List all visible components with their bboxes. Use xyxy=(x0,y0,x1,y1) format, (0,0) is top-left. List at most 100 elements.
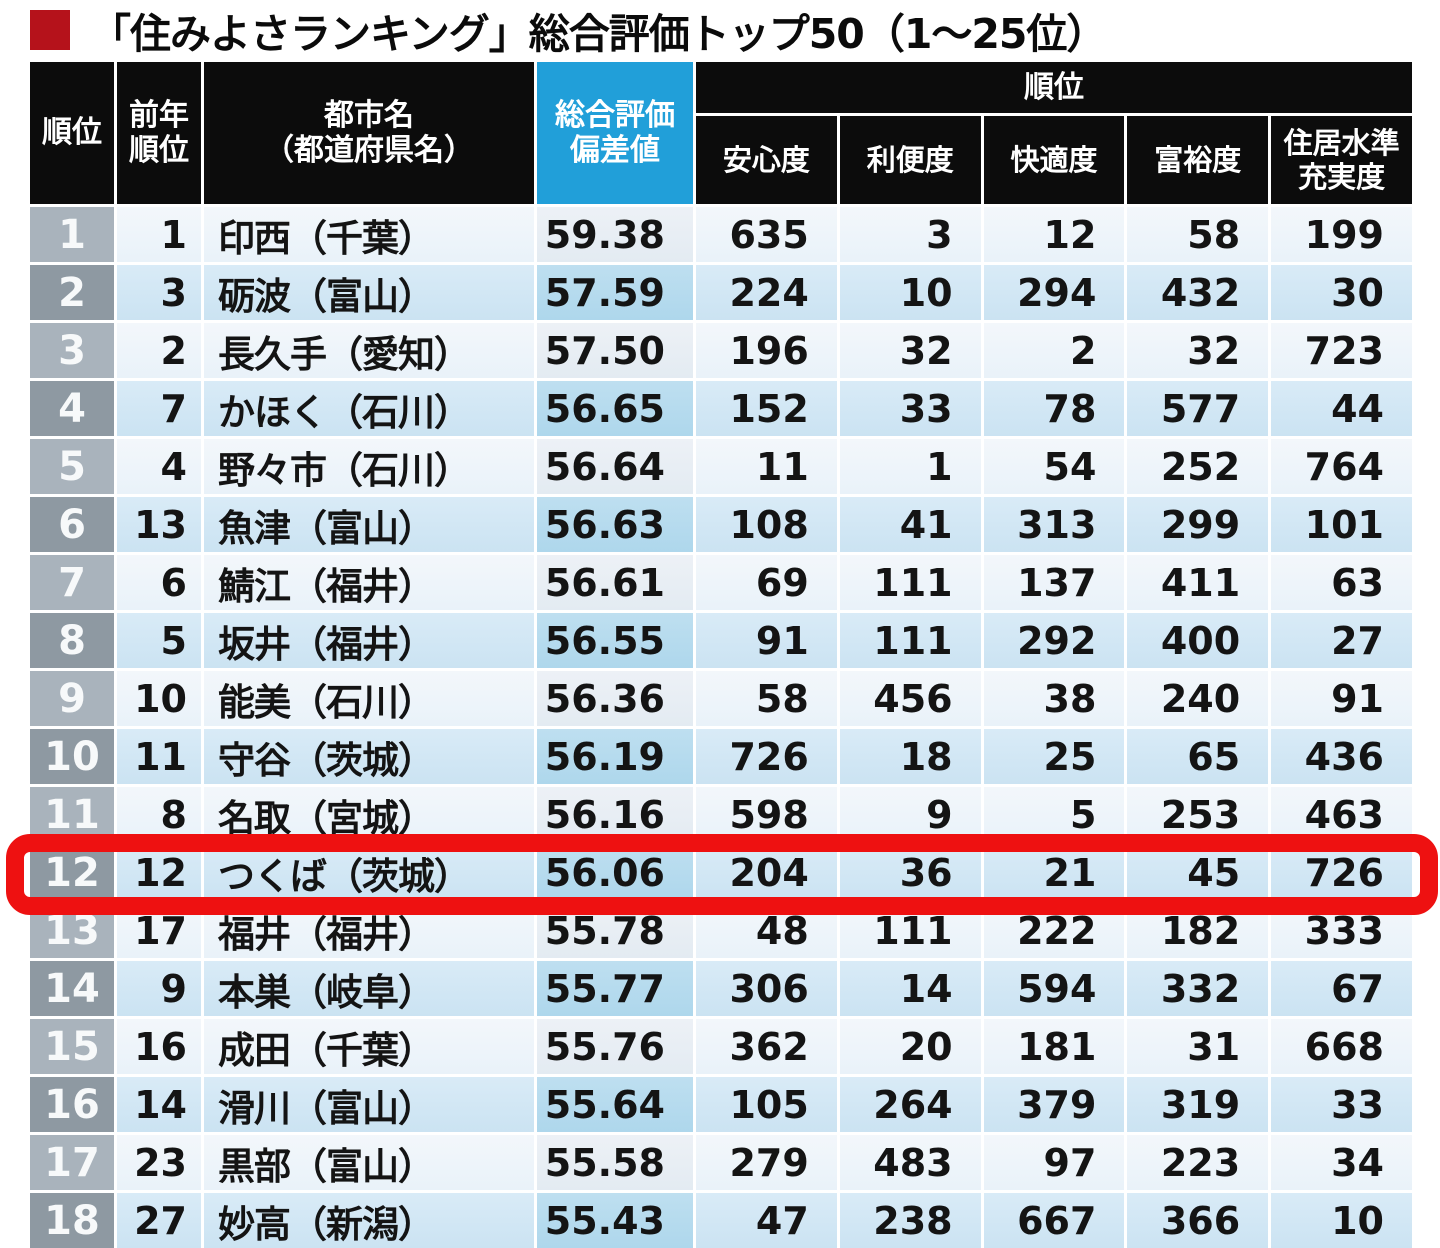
score-cell: 56.19 xyxy=(537,729,693,784)
table-row: 11 8 名取（宮城） 56.16 598 9 5 253 463 xyxy=(30,787,1412,842)
city-cell: 能美（石川） xyxy=(204,671,534,726)
score-cell: 55.77 xyxy=(537,961,693,1016)
prev-rank-cell: 12 xyxy=(117,845,201,900)
wealth-cell: 332 xyxy=(1127,961,1269,1016)
header-convenience: 利便度 xyxy=(839,116,981,204)
convenience-cell: 456 xyxy=(839,671,981,726)
prev-rank-cell: 16 xyxy=(117,1019,201,1074)
comfort-cell: 137 xyxy=(983,555,1125,610)
wealth-cell: 65 xyxy=(1127,729,1269,784)
convenience-cell: 238 xyxy=(839,1193,981,1248)
comfort-cell: 292 xyxy=(983,613,1125,668)
safety-cell: 306 xyxy=(696,961,837,1016)
table-row: 18 27 妙高（新潟） 55.43 47 238 667 366 10 xyxy=(30,1193,1412,1248)
convenience-cell: 111 xyxy=(839,903,981,958)
comfort-cell: 294 xyxy=(983,265,1125,320)
score-cell: 56.61 xyxy=(537,555,693,610)
city-cell: 鯖江（福井） xyxy=(204,555,534,610)
score-cell: 56.55 xyxy=(537,613,693,668)
score-cell: 55.78 xyxy=(537,903,693,958)
score-cell: 55.43 xyxy=(537,1193,693,1248)
convenience-cell: 483 xyxy=(839,1135,981,1190)
city-cell: 魚津（富山） xyxy=(204,497,534,552)
city-cell: 本巣（岐阜） xyxy=(204,961,534,1016)
comfort-cell: 38 xyxy=(983,671,1125,726)
prev-rank-cell: 3 xyxy=(117,265,201,320)
safety-cell: 47 xyxy=(696,1193,837,1248)
prev-rank-cell: 1 xyxy=(117,207,201,262)
comfort-cell: 594 xyxy=(983,961,1125,1016)
city-cell: 福井（福井） xyxy=(204,903,534,958)
rank-cell: 1 xyxy=(30,207,114,262)
comfort-cell: 54 xyxy=(983,439,1125,494)
prev-rank-cell: 2 xyxy=(117,323,201,378)
housing-cell: 723 xyxy=(1271,323,1412,378)
rank-cell: 2 xyxy=(30,265,114,320)
header-rank-group: 順位 xyxy=(696,62,1412,113)
convenience-cell: 14 xyxy=(839,961,981,1016)
safety-cell: 196 xyxy=(696,323,837,378)
header-comfort: 快適度 xyxy=(983,116,1125,204)
prev-rank-cell: 13 xyxy=(117,497,201,552)
table-row: 13 17 福井（福井） 55.78 48 111 222 182 333 xyxy=(30,903,1412,958)
housing-cell: 333 xyxy=(1271,903,1412,958)
score-cell: 55.76 xyxy=(537,1019,693,1074)
comfort-cell: 12 xyxy=(983,207,1125,262)
table-row: 14 9 本巣（岐阜） 55.77 306 14 594 332 67 xyxy=(30,961,1412,1016)
wealth-cell: 31 xyxy=(1127,1019,1269,1074)
city-cell: 名取（宮城） xyxy=(204,787,534,842)
convenience-cell: 36 xyxy=(839,845,981,900)
prev-rank-cell: 17 xyxy=(117,903,201,958)
wealth-cell: 240 xyxy=(1127,671,1269,726)
rank-cell: 7 xyxy=(30,555,114,610)
housing-cell: 199 xyxy=(1271,207,1412,262)
convenience-cell: 20 xyxy=(839,1019,981,1074)
city-cell: 守谷（茨城） xyxy=(204,729,534,784)
table-row: 12 12 つくば（茨城） 56.06 204 36 21 45 726 xyxy=(30,845,1412,900)
prev-rank-cell: 10 xyxy=(117,671,201,726)
housing-cell: 668 xyxy=(1271,1019,1412,1074)
safety-cell: 204 xyxy=(696,845,837,900)
score-cell: 55.58 xyxy=(537,1135,693,1190)
score-cell: 56.63 xyxy=(537,497,693,552)
city-cell: 妙高（新潟） xyxy=(204,1193,534,1248)
housing-cell: 101 xyxy=(1271,497,1412,552)
convenience-cell: 111 xyxy=(839,613,981,668)
comfort-cell: 21 xyxy=(983,845,1125,900)
safety-cell: 726 xyxy=(696,729,837,784)
score-cell: 57.59 xyxy=(537,265,693,320)
prev-rank-cell: 5 xyxy=(117,613,201,668)
rank-cell: 3 xyxy=(30,323,114,378)
wealth-cell: 223 xyxy=(1127,1135,1269,1190)
rank-cell: 10 xyxy=(30,729,114,784)
safety-cell: 598 xyxy=(696,787,837,842)
convenience-cell: 9 xyxy=(839,787,981,842)
rank-cell: 18 xyxy=(30,1193,114,1248)
housing-cell: 63 xyxy=(1271,555,1412,610)
score-cell: 57.50 xyxy=(537,323,693,378)
prev-rank-cell: 6 xyxy=(117,555,201,610)
score-cell: 56.65 xyxy=(537,381,693,436)
comfort-cell: 313 xyxy=(983,497,1125,552)
table-row: 16 14 滑川（富山） 55.64 105 264 379 319 33 xyxy=(30,1077,1412,1132)
table-row: 6 13 魚津（富山） 56.63 108 41 313 299 101 xyxy=(30,497,1412,552)
safety-cell: 279 xyxy=(696,1135,837,1190)
header-wealth: 富裕度 xyxy=(1127,116,1269,204)
prev-rank-cell: 27 xyxy=(117,1193,201,1248)
score-cell: 56.36 xyxy=(537,671,693,726)
comfort-cell: 2 xyxy=(983,323,1125,378)
housing-cell: 436 xyxy=(1271,729,1412,784)
score-cell: 56.06 xyxy=(537,845,693,900)
safety-cell: 108 xyxy=(696,497,837,552)
table-row: 7 6 鯖江（福井） 56.61 69 111 137 411 63 xyxy=(30,555,1412,610)
prev-rank-cell: 23 xyxy=(117,1135,201,1190)
header-prev-rank: 前年 順位 xyxy=(117,62,201,204)
convenience-cell: 41 xyxy=(839,497,981,552)
prev-rank-cell: 9 xyxy=(117,961,201,1016)
safety-cell: 224 xyxy=(696,265,837,320)
city-cell: かほく（石川） xyxy=(204,381,534,436)
city-cell: 成田（千葉） xyxy=(204,1019,534,1074)
wealth-cell: 319 xyxy=(1127,1077,1269,1132)
rank-cell: 14 xyxy=(30,961,114,1016)
prev-rank-cell: 14 xyxy=(117,1077,201,1132)
